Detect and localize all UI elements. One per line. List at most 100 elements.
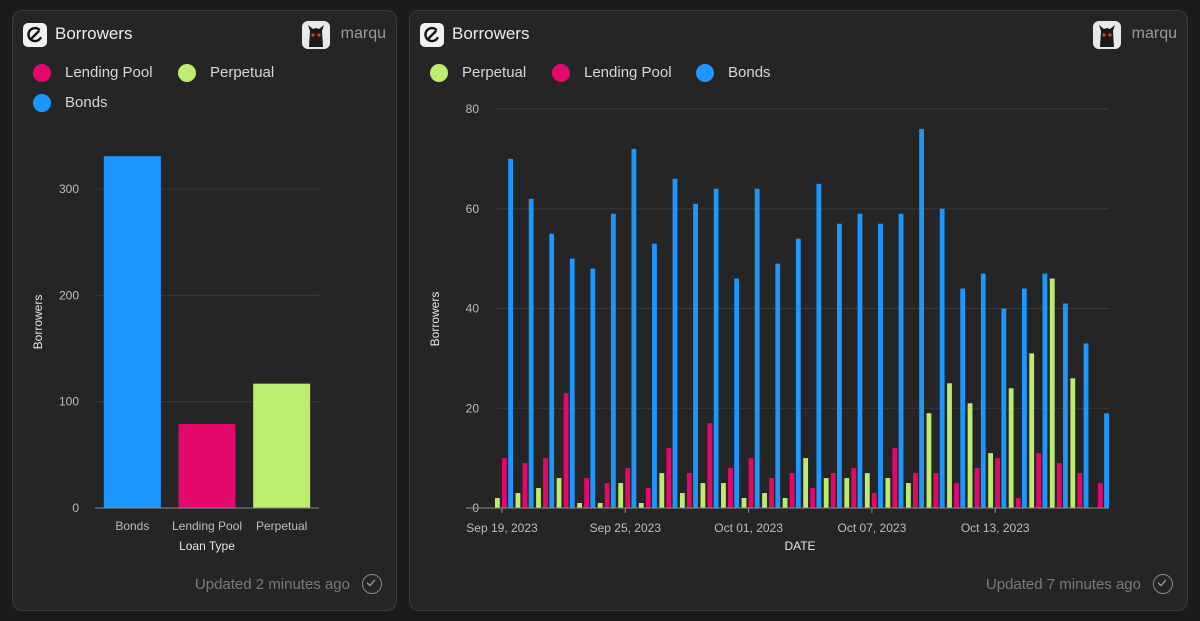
bar-lending-pool	[933, 473, 939, 508]
legend-swatch	[33, 94, 51, 112]
bar-perpetual	[577, 503, 582, 508]
bar-lending-pool	[974, 468, 980, 508]
bar-bonds	[508, 158, 513, 508]
bar-lending-pool	[1056, 463, 1062, 508]
brand-logo-icon	[23, 23, 47, 47]
y-tick-label: 300	[59, 182, 79, 196]
x-tick-label: Sep 25, 2023	[590, 521, 662, 535]
bar-perpetual	[700, 483, 706, 508]
bar-bonds	[878, 223, 883, 508]
card-title[interactable]: Borrowers	[55, 24, 133, 43]
bar-perpetual	[864, 473, 870, 508]
legend-label: Lending Pool	[65, 64, 153, 81]
bar-lending-pool	[1097, 483, 1103, 508]
bar-perpetual	[536, 488, 541, 508]
updated-timestamp: Updated 2 minutes ago	[194, 576, 350, 593]
bar-lending-pool	[769, 478, 774, 508]
bar-perpetual	[1070, 378, 1076, 508]
borrowers-by-date-card: Borrowers marqu Perpetual Lending Pool B…	[409, 10, 1188, 611]
legend-swatch	[430, 64, 448, 82]
bar-bonds	[610, 213, 616, 509]
bar-perpetual	[495, 498, 500, 508]
bar-lending-pool	[522, 463, 528, 508]
x-tick-label: Bonds	[115, 519, 149, 533]
bar-lending-pool	[543, 458, 548, 508]
bar-bonds	[898, 213, 904, 509]
legend-swatch	[33, 64, 51, 82]
bar-bonds	[569, 258, 575, 508]
bar-bonds	[816, 183, 822, 508]
y-axis-title: Borrowers	[31, 295, 45, 350]
bar-bonds	[754, 188, 760, 509]
bar-lending-pool	[604, 483, 610, 508]
bar-bonds	[980, 273, 986, 508]
bar-bonds	[713, 188, 719, 509]
legend-label: Perpetual	[210, 64, 275, 81]
bar-lending-pool	[954, 483, 959, 508]
bar-bonds	[1083, 343, 1089, 508]
card-title[interactable]: Borrowers	[452, 24, 530, 43]
bar-lending-pool	[851, 468, 857, 508]
bar-bonds	[1063, 303, 1068, 508]
bar-lending-pool	[789, 473, 795, 508]
legend-swatch	[696, 64, 714, 82]
bar-bonds	[693, 203, 698, 508]
x-tick-label: Lending Pool	[172, 519, 242, 533]
bar-bonds	[1021, 288, 1027, 508]
avatar[interactable]	[302, 21, 330, 49]
bar-perpetual	[679, 493, 685, 508]
legend-label: Lending Pool	[584, 64, 672, 81]
bar-perpetual	[823, 478, 829, 508]
check-icon[interactable]	[362, 574, 382, 594]
bar-lending-pool	[748, 458, 754, 508]
bar-perpetual	[253, 383, 311, 508]
x-tick-label: Oct 07, 2023	[838, 521, 907, 535]
username[interactable]: marqu	[340, 25, 386, 42]
bar-lending-pool	[871, 493, 877, 508]
bar-lending-pool	[728, 468, 733, 508]
bar-lending-pool	[995, 458, 1000, 508]
bar-lending-pool	[645, 488, 651, 508]
bar-perpetual	[967, 403, 973, 508]
y-tick-label: 0	[72, 501, 79, 515]
x-tick-label: Oct 01, 2023	[714, 521, 783, 535]
bar-lending-pool	[563, 393, 569, 508]
bar-lending-pool	[584, 478, 589, 508]
bar-bonds	[103, 156, 161, 509]
bar-perpetual	[885, 478, 891, 508]
bar-perpetual	[762, 493, 767, 508]
bar-perpetual	[597, 503, 603, 508]
check-icon[interactable]	[1153, 574, 1173, 594]
updated-timestamp: Updated 7 minutes ago	[985, 576, 1141, 593]
bar-perpetual	[782, 498, 788, 508]
avatar[interactable]	[1093, 21, 1121, 49]
bar-perpetual	[638, 503, 644, 508]
x-tick-label: Oct 13, 2023	[961, 521, 1030, 535]
bar-lending-pool	[913, 473, 918, 508]
x-tick-label: Sep 19, 2023	[466, 521, 538, 535]
bar-lending-pool	[892, 448, 898, 508]
legend-label: Bonds	[728, 64, 771, 81]
bar-lending-pool	[666, 448, 672, 508]
card-header: Borrowers marqu	[420, 21, 1177, 51]
bar-perpetual	[741, 498, 747, 508]
loan-type-card: Borrowers marqu Lending Pool Perpetual B…	[12, 10, 397, 611]
legend-label: Perpetual	[462, 64, 527, 81]
bar-lending-pool	[810, 488, 816, 508]
y-axis-title: Borrowers	[428, 292, 442, 347]
bar-bonds	[590, 268, 596, 508]
bar-lending-pool	[830, 473, 836, 508]
bar-perpetual	[1029, 353, 1035, 508]
bar-perpetual	[721, 483, 726, 508]
bar-bonds	[549, 233, 555, 508]
username[interactable]: marqu	[1131, 25, 1177, 42]
legend-swatch	[552, 64, 570, 82]
bar-lending-pool	[686, 473, 692, 508]
bar-lending-pool	[707, 423, 713, 508]
bar-perpetual	[556, 478, 562, 508]
legend-label: Bonds	[65, 94, 108, 111]
bar-perpetual	[803, 458, 809, 508]
bar-bonds	[528, 198, 534, 508]
bar-perpetual	[618, 483, 624, 508]
bar-perpetual	[1049, 278, 1055, 508]
